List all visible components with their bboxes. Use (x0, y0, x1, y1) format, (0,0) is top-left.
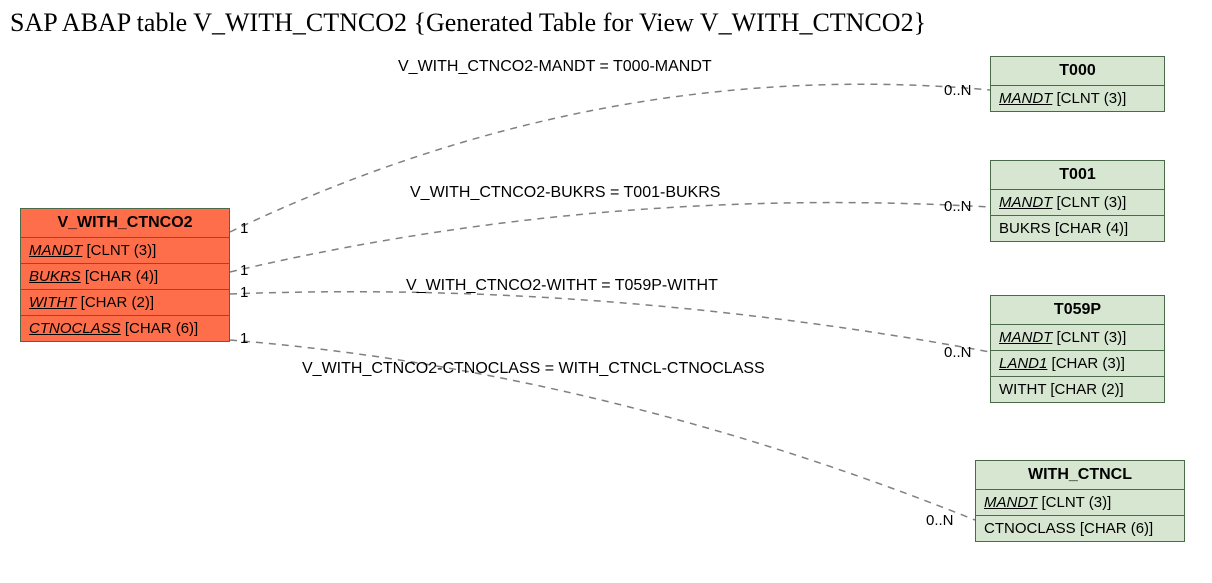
card-left: 1 (240, 220, 248, 237)
entity-field: MANDT [CLNT (3)] (991, 325, 1164, 351)
entity-header: T000 (991, 57, 1164, 86)
page-title: SAP ABAP table V_WITH_CTNCO2 {Generated … (10, 8, 926, 38)
entity-field: MANDT [CLNT (3)] (991, 190, 1164, 216)
entity-source-field: MANDT [CLNT (3)] (21, 238, 229, 264)
entity-source-field: BUKRS [CHAR (4)] (21, 264, 229, 290)
relation-label: V_WITH_CTNCO2-CTNOCLASS = WITH_CTNCL-CTN… (302, 360, 765, 378)
entity-field: MANDT [CLNT (3)] (976, 490, 1184, 516)
entity-t000: T000 MANDT [CLNT (3)] (990, 56, 1165, 112)
entity-t001: T001 MANDT [CLNT (3)] BUKRS [CHAR (4)] (990, 160, 1165, 242)
card-right: 0..N (926, 512, 954, 529)
card-right: 0..N (944, 198, 972, 215)
relation-label: V_WITH_CTNCO2-MANDT = T000-MANDT (398, 58, 712, 76)
entity-field: BUKRS [CHAR (4)] (991, 216, 1164, 241)
card-left: 1 (240, 330, 248, 347)
entity-field: LAND1 [CHAR (3)] (991, 351, 1164, 377)
entity-with-ctncl: WITH_CTNCL MANDT [CLNT (3)] CTNOCLASS [C… (975, 460, 1185, 542)
entity-header: T059P (991, 296, 1164, 325)
entity-source: V_WITH_CTNCO2 MANDT [CLNT (3)] BUKRS [CH… (20, 208, 230, 342)
relation-label: V_WITH_CTNCO2-WITHT = T059P-WITHT (406, 277, 718, 295)
entity-source-field: CTNOCLASS [CHAR (6)] (21, 316, 229, 341)
card-left: 1 (240, 284, 248, 301)
card-right: 0..N (944, 82, 972, 99)
entity-source-field: WITHT [CHAR (2)] (21, 290, 229, 316)
card-left: 1 (240, 262, 248, 279)
entity-header: WITH_CTNCL (976, 461, 1184, 490)
card-right: 0..N (944, 344, 972, 361)
entity-field: WITHT [CHAR (2)] (991, 377, 1164, 402)
entity-field: CTNOCLASS [CHAR (6)] (976, 516, 1184, 541)
entity-field: MANDT [CLNT (3)] (991, 86, 1164, 111)
entity-source-header: V_WITH_CTNCO2 (21, 209, 229, 238)
relation-label: V_WITH_CTNCO2-BUKRS = T001-BUKRS (410, 184, 720, 202)
entity-header: T001 (991, 161, 1164, 190)
entity-t059p: T059P MANDT [CLNT (3)] LAND1 [CHAR (3)] … (990, 295, 1165, 403)
